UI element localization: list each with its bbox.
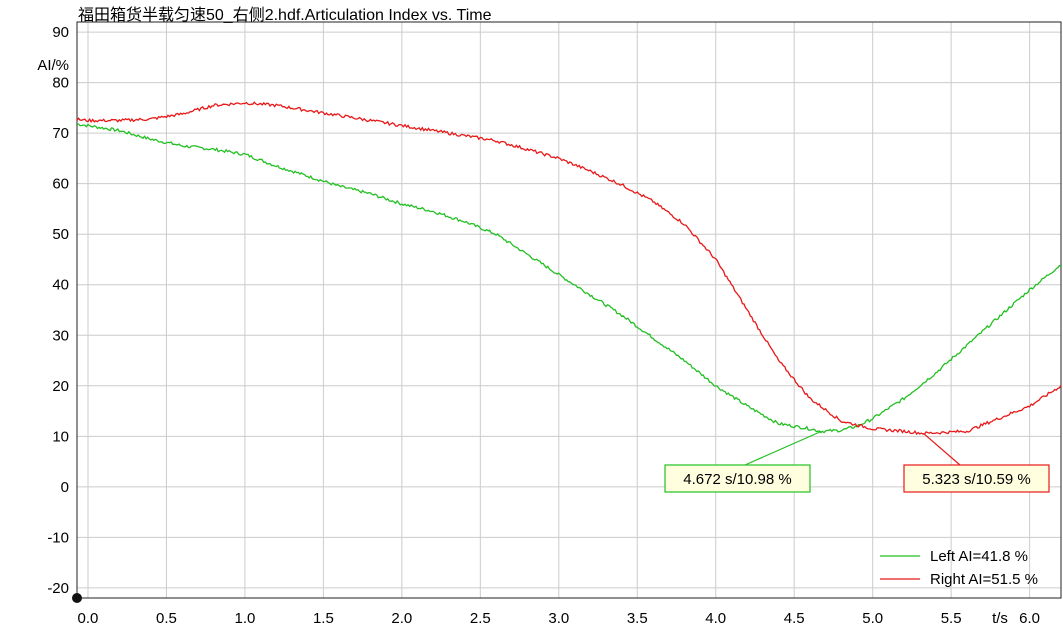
x-tick-label: 0.5 [156, 610, 177, 627]
x-tick-label: 3.5 [627, 610, 648, 627]
annotation-box [664, 464, 811, 493]
y-tick-label: 80 [52, 75, 69, 92]
origin-marker [72, 593, 82, 603]
annotation-leader [922, 432, 961, 466]
annotation-box [903, 464, 1050, 493]
annotation-leader [744, 430, 822, 466]
legend: Left AI=41.8 % Right AI=51.5 % [880, 548, 1038, 588]
annotation-label: 5.323 s/10.59 % [922, 471, 1030, 488]
y-axis-label: AI/% [37, 57, 69, 74]
series-lines [76, 101, 1062, 436]
chart-title: 福田箱货半载匀速50_右侧2.hdf.Articulation Index vs… [78, 7, 492, 24]
x-tick-label: 6.0 [1019, 610, 1040, 627]
y-tick-label: -10 [47, 529, 69, 546]
x-tick-label: 2.0 [391, 610, 412, 627]
y-tick-label: -20 [47, 580, 69, 597]
left-ai-line [77, 123, 1062, 434]
x-tick-label: 1.5 [313, 610, 334, 627]
y-tick-label: 10 [52, 428, 69, 445]
plot-frame [76, 21, 1062, 599]
axis-ticks: 0.0 0.5 1.0 1.5 2.0 2.5 3.0 3.5 4.0 4.5 5.0 5.5 6.0 -… [47, 24, 1040, 627]
x-tick-label: 5.0 [862, 610, 883, 627]
legend-entry: Right AI=51.5 % [930, 571, 1038, 588]
grid-lines [77, 22, 1061, 598]
x-tick-label: 4.0 [705, 610, 726, 627]
legend-entry: Left AI=41.8 % [930, 548, 1028, 565]
y-tick-label: 30 [52, 327, 69, 344]
y-tick-label: 20 [52, 378, 69, 395]
y-tick-label: 50 [52, 226, 69, 243]
y-tick-label: 60 [52, 176, 69, 193]
y-tick-label: 90 [52, 24, 69, 41]
x-tick-label: 5.5 [941, 610, 962, 627]
annotations: 4.672 s/10.98 % 5.323 s/10.59 % [664, 430, 1050, 493]
annotation-label: 4.672 s/10.98 % [683, 471, 791, 488]
y-tick-label: 70 [52, 125, 69, 142]
x-axis-label: t/s [992, 610, 1008, 627]
x-tick-label: 3.0 [548, 610, 569, 627]
x-tick-label: 1.0 [234, 610, 255, 627]
x-tick-label: 2.5 [470, 610, 491, 627]
y-tick-label: 40 [52, 277, 69, 294]
y-tick-label: 0 [61, 479, 69, 496]
x-tick-label: 0.0 [78, 610, 99, 627]
right-ai-line [76, 101, 1062, 436]
x-tick-label: 4.5 [784, 610, 805, 627]
